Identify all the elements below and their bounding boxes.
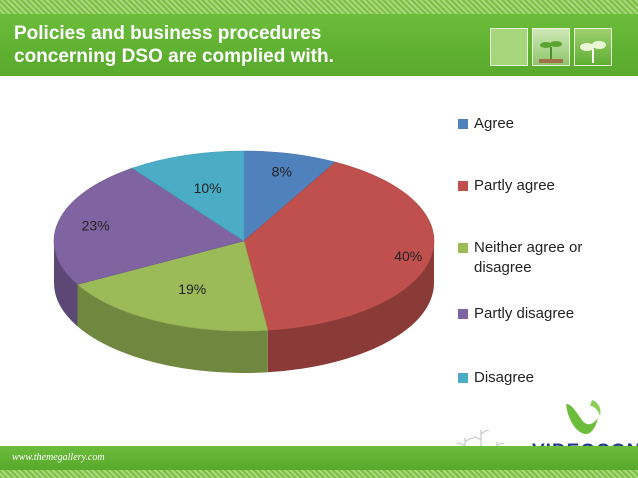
slide-title: Policies and business procedures concern… bbox=[14, 23, 334, 67]
data-label-4: 10% bbox=[194, 180, 222, 196]
legend-item-4: Disagree bbox=[458, 368, 624, 388]
pie-slice-2 bbox=[76, 240, 269, 332]
footer-bar: www.themegallery.com bbox=[0, 446, 638, 470]
legend-swatch-2 bbox=[458, 243, 468, 253]
leaf-icon bbox=[580, 41, 606, 63]
pie-slice-0 bbox=[243, 150, 337, 242]
legend-item-0: Agree bbox=[458, 114, 624, 134]
website-link[interactable]: www.themegallery.com bbox=[12, 452, 105, 463]
decor-thumbnail-3 bbox=[574, 28, 612, 66]
bottom-stripe bbox=[0, 470, 638, 478]
legend-swatch-1 bbox=[458, 181, 468, 191]
videocon-logo-icon bbox=[566, 400, 601, 434]
slide-header: Policies and business procedures concern… bbox=[0, 14, 638, 76]
sprout-icon bbox=[539, 41, 563, 63]
pie-slice-3 bbox=[53, 167, 245, 285]
legend-label-2: Neither agree or disagree bbox=[474, 239, 583, 276]
pie-slice-1 bbox=[243, 161, 435, 331]
legend-item-1: Partly agree bbox=[458, 176, 624, 196]
pie-slice-side-3 bbox=[54, 241, 78, 327]
pie-slice-side-1 bbox=[267, 241, 435, 373]
data-label-1: 40% bbox=[394, 248, 422, 264]
legend-label-3: Partly disagree bbox=[474, 305, 575, 322]
pie-slice-side-2 bbox=[77, 284, 268, 373]
legend-label-1: Partly agree bbox=[474, 177, 555, 194]
pie-slice-4 bbox=[131, 150, 245, 242]
legend-item-3: Partly disagree bbox=[458, 304, 624, 324]
data-label-2: 19% bbox=[178, 281, 206, 297]
decor-thumbnail-1 bbox=[490, 28, 528, 66]
legend-label-4: Disagree bbox=[474, 369, 535, 386]
legend-item-2: Neither agree or disagree bbox=[458, 238, 624, 278]
legend-swatch-4 bbox=[458, 373, 468, 383]
data-label-0: 8% bbox=[272, 163, 292, 179]
legend-swatch-0 bbox=[458, 119, 468, 129]
decor-thumbnail-2 bbox=[532, 28, 570, 66]
top-stripe bbox=[0, 0, 638, 14]
legend-label-0: Agree bbox=[474, 115, 515, 132]
data-label-3: 23% bbox=[82, 217, 110, 233]
legend-swatch-3 bbox=[458, 309, 468, 319]
